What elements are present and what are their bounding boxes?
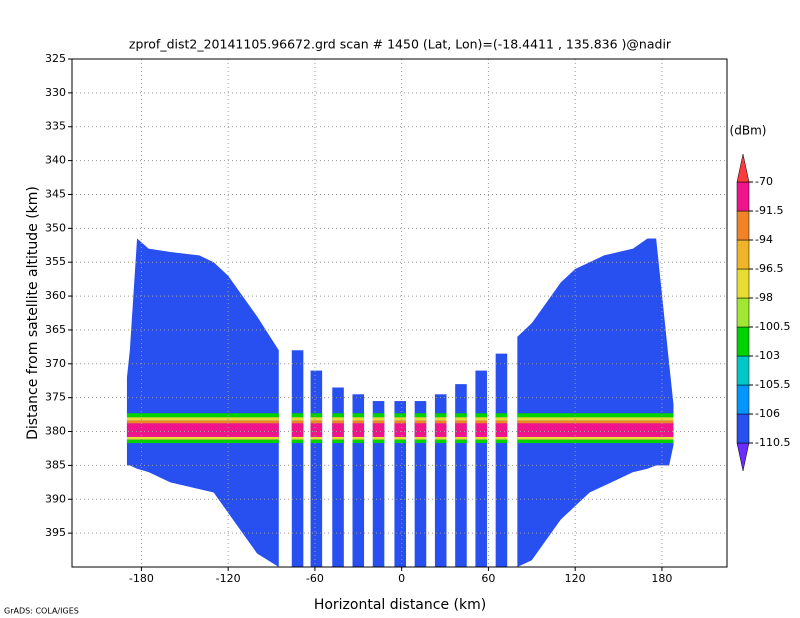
colorbar-tick-label: -110.5 <box>755 436 790 449</box>
y-tick-label: 385 <box>45 458 66 471</box>
colorbar-under <box>736 442 750 472</box>
x-tick-label: 180 <box>651 572 672 585</box>
y-tick-label: 380 <box>45 425 66 438</box>
y-tick-label: 350 <box>45 221 66 234</box>
colorbar-tick-label: -105.5 <box>755 378 790 391</box>
colorbar-tick-label: -103 <box>755 349 780 362</box>
x-tick-label: -180 <box>129 572 154 585</box>
echo-band <box>126 413 674 444</box>
y-tick-label: 370 <box>45 357 66 370</box>
swath-block <box>517 238 674 567</box>
y-tick-label: 375 <box>45 391 66 404</box>
colorbar-segment <box>736 268 750 299</box>
colorbar-tick-label: -70 <box>755 175 773 188</box>
swath-strip <box>372 401 385 567</box>
colorbar-tick-label: -106 <box>755 407 780 420</box>
x-tick-label: 120 <box>565 572 586 585</box>
x-tick-label: 0 <box>398 572 405 585</box>
swath-strip <box>414 401 427 567</box>
y-tick-label: 390 <box>45 492 66 505</box>
chart-title: zprof_dist2_20141105.96672.grd scan # 14… <box>129 37 672 52</box>
echo-layer <box>126 420 674 424</box>
swath-strip <box>434 394 447 567</box>
colorbar-tick-label: -91.5 <box>755 204 783 217</box>
colorbar-segment <box>736 181 750 212</box>
y-tick-label: 360 <box>45 289 66 302</box>
colorbar-tick-label: -100.5 <box>755 320 790 333</box>
y-tick-label: 335 <box>45 120 66 133</box>
y-axis-label: Distance from satellite altitude (km) <box>25 186 41 440</box>
footer: GrADS: COLA/IGES <box>4 607 79 616</box>
swath-strip <box>455 384 467 567</box>
colorbar-segment <box>736 239 750 270</box>
swath-strip <box>310 370 323 567</box>
y-tick-label: 395 <box>45 526 66 539</box>
x-tick-label: -120 <box>216 572 241 585</box>
colorbar-tick-label: -98 <box>755 291 773 304</box>
x-tick-label: 60 <box>481 572 495 585</box>
x-tick-label: -60 <box>306 572 324 585</box>
colorbar-segment <box>736 413 750 444</box>
y-tick-label: 330 <box>45 86 66 99</box>
swath-strip <box>495 353 508 567</box>
swath-strip <box>352 394 365 567</box>
y-tick-label: 325 <box>45 52 66 65</box>
plot-frame <box>71 58 728 568</box>
colorbar-segment <box>736 326 750 357</box>
x-axis-label: Horizontal distance (km) <box>314 597 486 613</box>
colorbar-label: (dBm) <box>730 124 767 138</box>
colorbar-over <box>736 153 750 183</box>
echo-layer <box>126 417 674 421</box>
y-tick-label: 365 <box>45 323 66 336</box>
colorbar-tick-label: -96.5 <box>755 262 783 275</box>
echo-layer <box>126 423 674 437</box>
y-tick-label: 340 <box>45 154 66 167</box>
swath-strip <box>332 387 344 567</box>
colorbar-segment <box>736 355 750 386</box>
colorbar-segment <box>736 210 750 241</box>
colorbar-segment <box>736 384 750 415</box>
swath-block <box>126 238 279 567</box>
colorbar-segment <box>736 297 750 328</box>
echo-layer <box>126 436 674 440</box>
colorbar-tick-label: -94 <box>755 233 773 246</box>
swath-strip <box>475 370 487 567</box>
echo-layer <box>126 413 674 418</box>
swath-strip <box>394 401 407 567</box>
y-tick-label: 345 <box>45 187 66 200</box>
echo-layer <box>126 439 674 444</box>
swath-strip <box>291 350 304 567</box>
y-tick-label: 355 <box>45 255 66 268</box>
